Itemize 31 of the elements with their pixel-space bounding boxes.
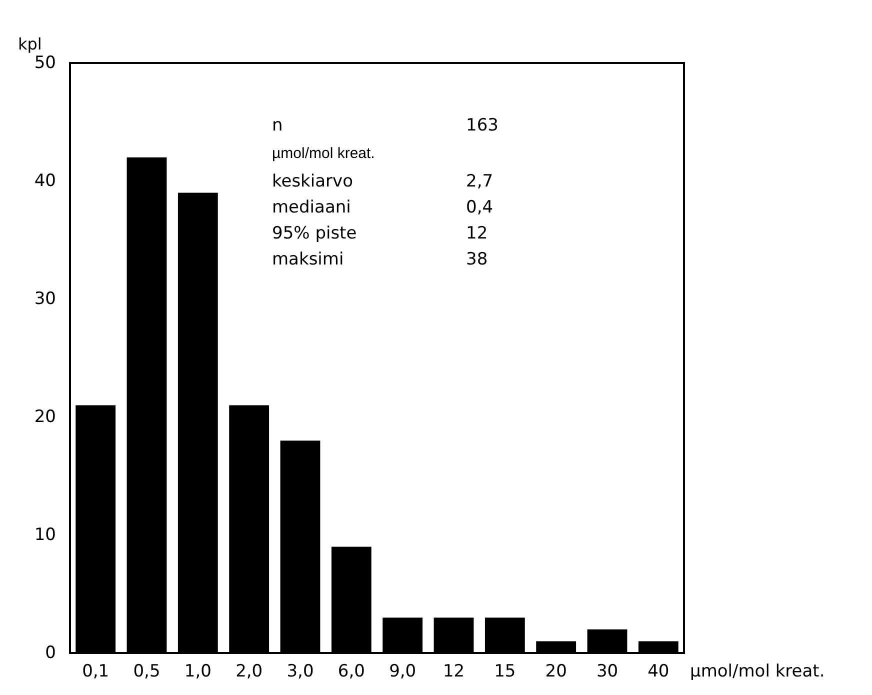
x-tick-label: 2,0	[236, 662, 263, 682]
x-tick-label: 1,0	[184, 662, 212, 682]
annotation: µmol/mol kreat.	[272, 145, 375, 162]
x-tick-label: 40	[648, 662, 670, 682]
x-tick-label: 9,0	[389, 662, 416, 682]
annotation: 0,4	[466, 198, 494, 218]
x-tick-label: 0,5	[133, 662, 160, 682]
annotation: 2,7	[466, 172, 494, 192]
annotation: 12	[466, 224, 488, 244]
y-tick-label: 10	[34, 525, 56, 545]
y-tick-label: 50	[34, 53, 56, 73]
annotation: keskiarvo	[272, 172, 353, 192]
annotation: 95% piste	[272, 224, 357, 244]
y-tick-label: 30	[34, 289, 56, 309]
y-tick-label: 40	[34, 171, 56, 191]
y-axis-title: kpl	[18, 34, 42, 54]
x-axis-title: µmol/mol kreat.	[690, 662, 825, 682]
x-tick-label: 6,0	[338, 662, 365, 682]
x-tick-label: 20	[545, 662, 567, 682]
y-tick-label: 0	[45, 643, 56, 663]
annotation: 38	[466, 250, 488, 270]
annotation: mediaani	[272, 198, 351, 218]
annotation: n	[272, 116, 283, 136]
y-tick-label: 20	[34, 407, 56, 427]
annotation: maksimi	[272, 250, 344, 270]
x-tick-label: 30	[596, 662, 618, 682]
x-tick-label: 12	[442, 662, 465, 682]
annotation: 163	[466, 116, 498, 136]
x-tick-label: 0,1	[82, 662, 110, 682]
x-tick-label: 15	[494, 662, 516, 682]
x-tick-label: 3,0	[286, 662, 314, 682]
